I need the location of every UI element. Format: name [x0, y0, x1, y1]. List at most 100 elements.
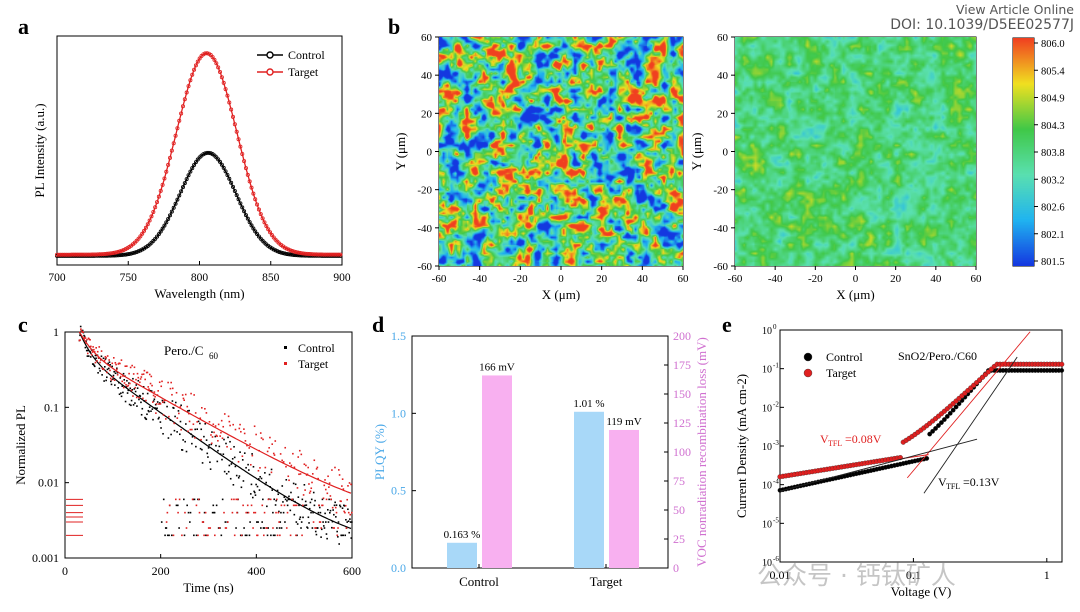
- decay-point-control: [285, 478, 288, 481]
- series-point-target: [171, 141, 176, 146]
- legend-marker-control: [284, 346, 287, 349]
- decay-point-control: [183, 498, 185, 501]
- decay-point-control: [167, 437, 170, 439]
- decay-point-control: [170, 534, 173, 537]
- decay-point-target: [347, 511, 350, 514]
- series-point-target: [158, 188, 163, 193]
- decay-point-control: [228, 464, 231, 467]
- heatmap-ytick-label: 20: [717, 108, 729, 120]
- decay-point-control: [170, 433, 172, 436]
- series-point-control: [218, 159, 223, 164]
- series-point-control: [251, 226, 256, 231]
- chart-c-ylabel: Normalized PL: [13, 405, 28, 485]
- decay-point-target: [317, 477, 319, 480]
- decay-point-target: [238, 427, 241, 430]
- decay-point-target: [320, 527, 322, 529]
- chart-e-xlabel: Voltage (V): [891, 584, 952, 599]
- decay-point-control: [176, 504, 179, 507]
- chart-e-ytick-label: 10: [762, 365, 772, 376]
- heatmap-xtick-label: -40: [768, 273, 783, 285]
- series-point-control: [123, 252, 128, 257]
- decay-point-target: [95, 347, 97, 349]
- decay-point-control: [220, 534, 223, 537]
- series-point-target: [308, 252, 313, 257]
- decay-point-target: [98, 346, 101, 348]
- decay-point-target: [123, 382, 126, 384]
- decay-point-control: [273, 498, 276, 501]
- decay-point-target: [103, 359, 106, 362]
- decay-point-target: [291, 498, 293, 501]
- panel-label-e: e: [722, 312, 732, 337]
- series-point-target: [114, 250, 119, 255]
- view-article-link[interactable]: View Article Online: [955, 2, 1074, 17]
- decay-point-target: [256, 534, 259, 537]
- decay-point-control: [103, 380, 105, 382]
- decay-point-control: [266, 505, 268, 508]
- decay-point-control: [286, 504, 289, 507]
- series-point-target: [297, 250, 302, 255]
- decay-point-target: [141, 373, 143, 376]
- decay-point-target: [116, 368, 118, 371]
- chart-e-annotation: SnO2/Pero./C60: [898, 349, 977, 363]
- decay-point-target: [202, 521, 205, 523]
- jv-point-control: [927, 431, 933, 437]
- decay-point-control: [163, 401, 166, 404]
- decay-point-control: [156, 401, 159, 403]
- series-point-control: [290, 252, 295, 257]
- chart-a-xtick-label: 750: [120, 272, 138, 284]
- decay-point-target: [152, 394, 155, 397]
- decay-point-control: [104, 358, 107, 360]
- decay-point-target: [126, 385, 129, 388]
- decay-point-control: [242, 480, 245, 482]
- decay-point-target: [130, 389, 133, 392]
- decay-point-target: [255, 433, 257, 436]
- decay-point-target: [96, 350, 99, 353]
- decay-point-control: [203, 511, 206, 514]
- decay-point-target: [246, 504, 249, 507]
- colorbar-tick-label: 803.8: [1041, 148, 1065, 159]
- decay-point-target: [106, 355, 109, 357]
- decay-point-target: [200, 438, 202, 441]
- decay-point-control: [134, 390, 137, 393]
- decay-point-control: [124, 400, 127, 403]
- decay-point-control: [147, 409, 150, 412]
- decay-point-control: [174, 401, 177, 404]
- decay-point-control: [251, 496, 254, 499]
- decay-point-control: [243, 527, 245, 529]
- series-point-control: [234, 193, 239, 198]
- decay-point-control: [230, 463, 233, 465]
- decay-point-control: [314, 530, 317, 533]
- series-point-control: [203, 151, 208, 156]
- decay-point-target: [221, 437, 224, 440]
- chart-d-y2tick-label: 125: [673, 416, 691, 430]
- chart-a-xtick-label: 800: [191, 272, 209, 284]
- decay-point-target: [201, 407, 203, 409]
- series-point-target: [331, 252, 336, 257]
- decay-point-control: [142, 392, 144, 395]
- decay-point-target: [337, 469, 340, 471]
- decay-point-control: [222, 453, 225, 456]
- series-point-target: [299, 251, 304, 256]
- decay-point-target: [324, 479, 326, 481]
- series-point-target: [301, 251, 306, 256]
- decay-point-target: [331, 469, 333, 471]
- decay-point-control: [105, 379, 107, 382]
- heatmap-ytick-label: -20: [417, 185, 432, 197]
- decay-point-control: [195, 445, 197, 448]
- series-point-target: [67, 252, 72, 257]
- decay-point-target: [214, 534, 216, 537]
- legend-label-target: Target: [298, 357, 329, 371]
- decay-point-control: [322, 525, 325, 527]
- decay-point-control: [160, 427, 162, 429]
- decay-point-control: [101, 374, 103, 376]
- decay-point-target: [231, 511, 234, 514]
- decay-point-target: [232, 423, 234, 426]
- series-point-control: [230, 184, 235, 189]
- decay-point-control: [326, 508, 329, 511]
- decay-point-control: [120, 392, 122, 395]
- heatmap-ytick-label: -40: [417, 223, 432, 235]
- series-point-target: [219, 75, 224, 80]
- decay-point-control: [314, 499, 316, 502]
- decay-point-target: [121, 380, 124, 383]
- decay-point-target: [223, 511, 225, 514]
